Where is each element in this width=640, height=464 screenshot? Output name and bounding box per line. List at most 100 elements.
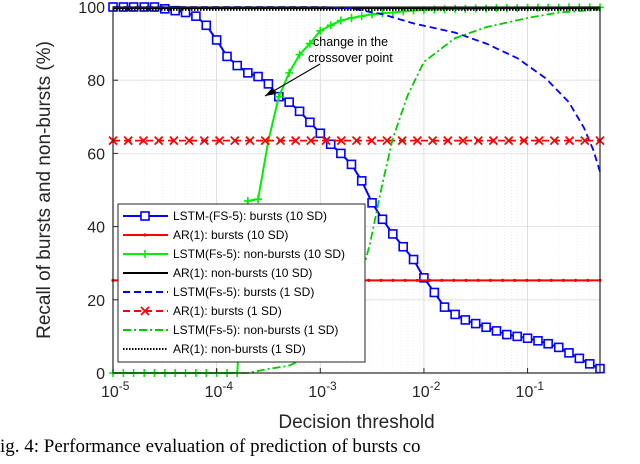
data-point xyxy=(379,278,383,283)
data-point xyxy=(306,135,316,146)
data-point xyxy=(580,135,590,146)
data-point xyxy=(294,106,305,117)
data-point xyxy=(316,26,325,35)
legend-label: LSTM(Fs-5): non-bursts (10 SD) xyxy=(173,247,345,261)
data-point xyxy=(367,198,377,208)
data-point xyxy=(245,135,255,146)
legend-label: AR(1): non-bursts (10 SD) xyxy=(173,266,312,280)
data-point xyxy=(357,12,366,21)
data-point xyxy=(367,278,371,283)
x-tick-label: 10-5 xyxy=(101,379,130,401)
data-point xyxy=(143,233,147,237)
data-point xyxy=(488,135,499,146)
data-point xyxy=(230,135,240,146)
data-point xyxy=(525,278,529,283)
data-point xyxy=(564,135,575,146)
x-tick-label: 10-2 xyxy=(412,379,441,401)
data-point xyxy=(512,331,522,342)
data-point xyxy=(427,278,432,283)
legend-box xyxy=(117,203,366,363)
data-point xyxy=(140,306,150,316)
data-point xyxy=(254,195,263,204)
data-point xyxy=(184,135,194,146)
y-tick-label: 80 xyxy=(87,73,105,90)
data-point xyxy=(543,338,553,349)
data-point xyxy=(415,278,419,283)
data-point xyxy=(169,135,179,146)
data-point xyxy=(488,278,493,283)
data-point xyxy=(336,148,346,159)
series-7 xyxy=(113,8,601,374)
legend-label: LSTM-(FS-5): bursts (10 SD) xyxy=(173,209,327,223)
data-point xyxy=(513,278,517,283)
data-point xyxy=(382,135,392,146)
data-point xyxy=(263,79,274,89)
data-point xyxy=(440,278,444,283)
data-point xyxy=(439,302,450,312)
data-point xyxy=(356,176,367,186)
data-point xyxy=(138,135,149,146)
data-point xyxy=(232,60,243,71)
annotation-line-1: change in the xyxy=(313,35,388,49)
data-point xyxy=(408,254,419,265)
legend-label: AR(1): bursts (10 SD) xyxy=(173,228,288,242)
series-5 xyxy=(113,6,601,172)
data-point xyxy=(522,333,533,344)
data-point xyxy=(504,135,514,146)
data-point xyxy=(561,278,566,283)
data-point xyxy=(243,68,253,78)
legend-label: LSTM(Fs-5): non-bursts (1 SD) xyxy=(173,323,338,337)
x-tick-label: 10-3 xyxy=(308,379,337,401)
x-axis-label: Decision threshold xyxy=(278,412,434,433)
data-point xyxy=(367,135,377,146)
data-point xyxy=(253,71,263,82)
data-point xyxy=(346,159,357,170)
data-point xyxy=(519,135,529,146)
annotation: change in the crossover point xyxy=(264,35,393,97)
data-point xyxy=(502,329,512,340)
data-point xyxy=(501,278,505,283)
data-point xyxy=(443,135,453,146)
legend-label: AR(1): bursts (1 SD) xyxy=(173,304,282,318)
data-point xyxy=(476,278,480,283)
data-point xyxy=(564,348,574,358)
y-tick-label: 100 xyxy=(78,0,105,17)
data-point xyxy=(537,278,541,283)
x-tick-label: 10-4 xyxy=(205,379,234,401)
y-axis-label: Recall of bursts and non-bursts (%) xyxy=(34,41,55,339)
data-point xyxy=(211,35,222,45)
data-point xyxy=(398,241,408,252)
data-point xyxy=(123,135,133,146)
data-point xyxy=(351,135,362,146)
data-point xyxy=(222,51,232,62)
data-point xyxy=(284,97,294,107)
data-point xyxy=(470,318,481,329)
annotation-line-2: crossover point xyxy=(308,51,393,65)
data-point xyxy=(549,135,559,146)
data-point xyxy=(388,229,398,239)
data-point xyxy=(325,139,336,150)
data-point xyxy=(419,273,429,283)
y-tick-label: 0 xyxy=(96,366,105,383)
data-point xyxy=(154,135,164,146)
data-point xyxy=(141,250,149,258)
axes: 0 20 40 60 80 100 10-5 10-4 10-3 10-2 10-1 Decision… xyxy=(34,0,544,433)
legend-label: AR(1): non-bursts (1 SD) xyxy=(173,342,306,356)
data-point xyxy=(549,278,553,283)
y-tick-label: 20 xyxy=(87,293,105,310)
data-point xyxy=(336,16,345,25)
data-point xyxy=(377,214,388,225)
y-tick-label: 60 xyxy=(87,146,105,163)
x-tick-label: 10-1 xyxy=(516,379,545,401)
data-point xyxy=(481,322,491,333)
data-point xyxy=(460,315,471,325)
data-point xyxy=(347,13,356,22)
data-point xyxy=(429,287,440,298)
data-point xyxy=(321,135,331,146)
data-point xyxy=(473,135,483,146)
annotation-arrowhead xyxy=(265,88,276,96)
data-point xyxy=(574,278,578,283)
data-point xyxy=(403,278,407,283)
legend: LSTM-(FS-5): bursts (10 SD) AR(1): bursts… xyxy=(117,203,366,363)
data-point xyxy=(274,92,283,101)
